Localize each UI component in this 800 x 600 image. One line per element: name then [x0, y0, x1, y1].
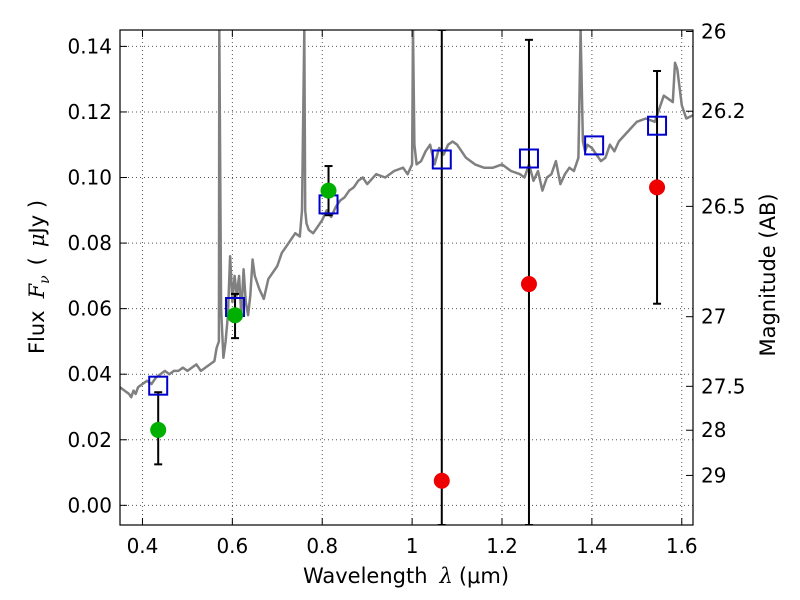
y2-axis-label: Magnitude (AB)	[756, 193, 780, 356]
y-tick-label: 0.04	[67, 362, 112, 386]
model-spectrum-layer	[120, 30, 693, 399]
axis-ticks: 0.4 0.6 0.8 1 1.2 1.4 1.6 0.00 0.02 0.04 0.06 0.08 0…	[67, 19, 745, 558]
model-photometry-square	[431, 149, 452, 170]
nondetection-point	[649, 179, 666, 196]
x-tick-label: 0.4	[127, 534, 159, 558]
y2-tick-label: 27	[701, 305, 726, 329]
y-axis-label: FluxFν(μJy )	[25, 200, 53, 354]
model-photometry-square	[148, 375, 169, 396]
y2-tick-label: 26	[701, 19, 726, 43]
y2-tick-label: 26.2	[701, 99, 746, 123]
x-tick-label: 1.4	[576, 534, 608, 558]
x-tick-label: 0.6	[216, 534, 248, 558]
detection-point	[320, 182, 337, 199]
x-tick-label: 0.8	[306, 534, 338, 558]
grid-lines	[120, 30, 693, 525]
y-tick-label: 0.12	[67, 100, 112, 124]
model-photometry-square	[518, 148, 539, 169]
detection-point	[150, 421, 167, 438]
x-tick-label: 1.6	[666, 534, 698, 558]
points-layer	[148, 115, 668, 489]
y-tick-label: 0.02	[67, 428, 112, 452]
detection-point	[227, 307, 244, 324]
x-axis-label: Wavelength λ (μm)	[303, 564, 509, 588]
y-tick-label: 0.14	[67, 34, 112, 58]
y-tick-label: 0.08	[67, 231, 112, 255]
x-tick-label: 1	[406, 534, 419, 558]
x-tick-label: 1.2	[486, 534, 518, 558]
y-tick-label: 0.00	[67, 493, 112, 517]
y2-tick-label: 29	[701, 463, 726, 487]
y-tick-label: 0.10	[67, 166, 112, 190]
model-spectrum-line	[120, 30, 693, 399]
nondetection-point	[433, 472, 450, 489]
y2-tick-label: 27.5	[701, 374, 746, 398]
y2-tick-label: 28	[701, 418, 726, 442]
plot-frame	[119, 29, 694, 526]
y-tick-label: 0.06	[67, 297, 112, 321]
model-photometry-square	[584, 135, 605, 156]
y2-tick-label: 26.5	[701, 194, 746, 218]
nondetection-point	[520, 276, 537, 293]
model-photometry-square	[647, 115, 668, 136]
